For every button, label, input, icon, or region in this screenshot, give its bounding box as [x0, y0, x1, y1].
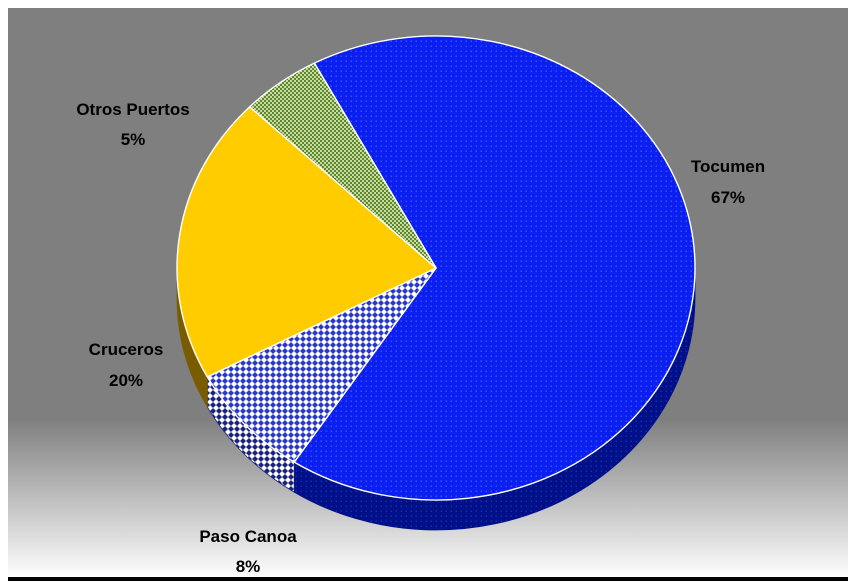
slice-value-paso-canoa: 8% — [236, 557, 261, 576]
slice-value-otros-puertos: 5% — [121, 130, 146, 149]
pie-slice-tocumen — [293, 35, 696, 501]
slice-value-tocumen: 67% — [711, 188, 745, 207]
pie-slice-otros-puertos — [248, 62, 437, 269]
slice-value-cruceros: 20% — [109, 371, 143, 390]
pie-slice-cruceros — [176, 105, 438, 378]
pie-slice-paso-canoa — [206, 267, 437, 464]
slice-label-otros-puertos: Otros Puertos — [76, 100, 189, 119]
slice-label-cruceros: Cruceros — [89, 340, 164, 359]
pie-slices-layer — [176, 35, 696, 501]
slice-label-paso-canoa: Paso Canoa — [199, 527, 297, 546]
pie-labels-layer: Tocumen 67% Paso Canoa 8% Cruceros 20% Otros P… — [76, 100, 765, 576]
slice-label-tocumen: Tocumen — [691, 157, 765, 176]
